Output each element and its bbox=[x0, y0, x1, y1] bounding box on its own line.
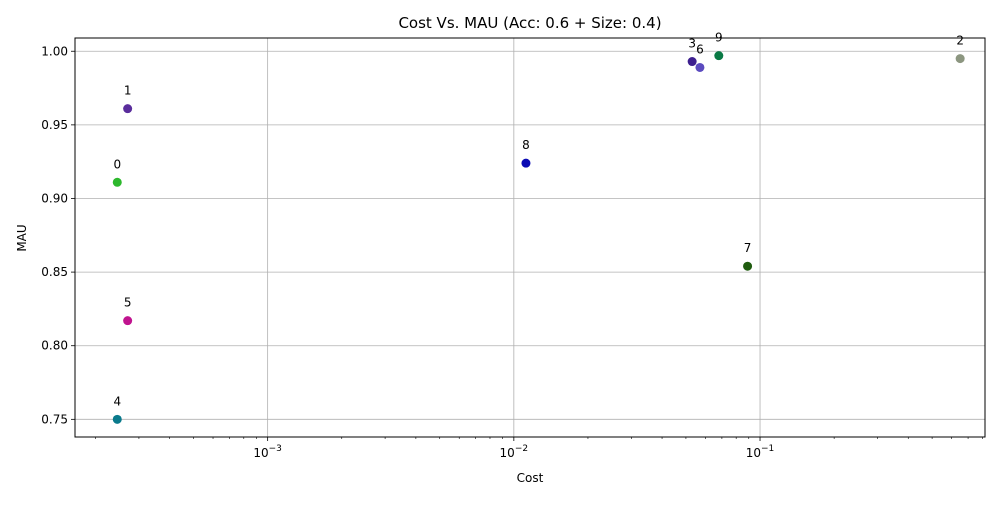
x-tick-label-base: 10 bbox=[253, 446, 268, 460]
x-tick-label: 10−3 bbox=[253, 444, 282, 460]
data-point-2 bbox=[955, 54, 965, 64]
chart-title: Cost Vs. MAU (Acc: 0.6 + Size: 0.4) bbox=[398, 14, 661, 32]
y-axis-label: MAU bbox=[15, 224, 29, 251]
data-point-label-0: 0 bbox=[113, 157, 121, 171]
data-points bbox=[112, 51, 965, 424]
data-point-5 bbox=[123, 316, 133, 326]
data-point-0 bbox=[112, 177, 122, 187]
data-point-label-5: 5 bbox=[124, 296, 132, 310]
x-axis-ticks: 10−3 10−2 10−1 bbox=[95, 437, 983, 460]
x-axis-label: Cost bbox=[517, 471, 544, 485]
y-tick-label: 0.85 bbox=[41, 265, 68, 279]
y-tick-label: 0.95 bbox=[41, 118, 68, 132]
data-point-label-2: 2 bbox=[956, 34, 964, 48]
y-tick-label: 0.90 bbox=[41, 191, 68, 205]
x-tick-label: 10−1 bbox=[746, 444, 775, 460]
data-point-label-3: 3 bbox=[688, 37, 696, 51]
data-point-label-1: 1 bbox=[124, 84, 132, 98]
x-tick-label-exponent: −1 bbox=[761, 444, 774, 454]
y-tick-label: 0.80 bbox=[41, 339, 68, 353]
data-point-label-7: 7 bbox=[744, 241, 752, 255]
data-point-7 bbox=[743, 261, 753, 271]
grid bbox=[75, 38, 985, 437]
data-point-label-8: 8 bbox=[522, 138, 530, 152]
data-point-label-6: 6 bbox=[696, 42, 704, 56]
data-point-3 bbox=[687, 57, 697, 67]
y-tick-label: 0.75 bbox=[41, 412, 68, 426]
x-tick-label-exponent: −2 bbox=[515, 444, 528, 454]
data-point-1 bbox=[123, 104, 133, 114]
y-axis-ticks: 0.75 0.80 0.85 0.90 0.95 1.00 bbox=[41, 44, 75, 426]
data-point-9 bbox=[714, 51, 724, 61]
data-point-4 bbox=[112, 414, 122, 424]
x-tick-label-base: 10 bbox=[746, 446, 761, 460]
plot-frame bbox=[74, 37, 986, 438]
data-point-label-4: 4 bbox=[113, 394, 121, 408]
data-point-8 bbox=[521, 158, 531, 168]
x-tick-label-exponent: −3 bbox=[269, 444, 282, 454]
x-tick-label: 10−2 bbox=[500, 444, 529, 460]
y-tick-label: 1.00 bbox=[41, 44, 68, 58]
data-point-6 bbox=[695, 62, 705, 72]
x-tick-label-base: 10 bbox=[500, 446, 515, 460]
